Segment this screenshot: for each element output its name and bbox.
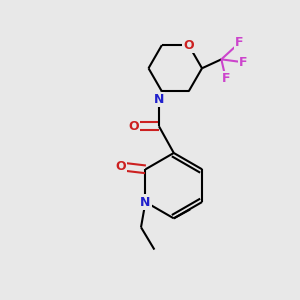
Text: N: N <box>154 93 164 106</box>
Text: N: N <box>140 196 151 208</box>
Text: O: O <box>115 160 125 173</box>
Text: F: F <box>239 56 248 69</box>
Text: F: F <box>221 72 230 85</box>
Text: O: O <box>183 39 194 52</box>
Text: O: O <box>128 120 139 133</box>
Text: F: F <box>235 37 243 50</box>
